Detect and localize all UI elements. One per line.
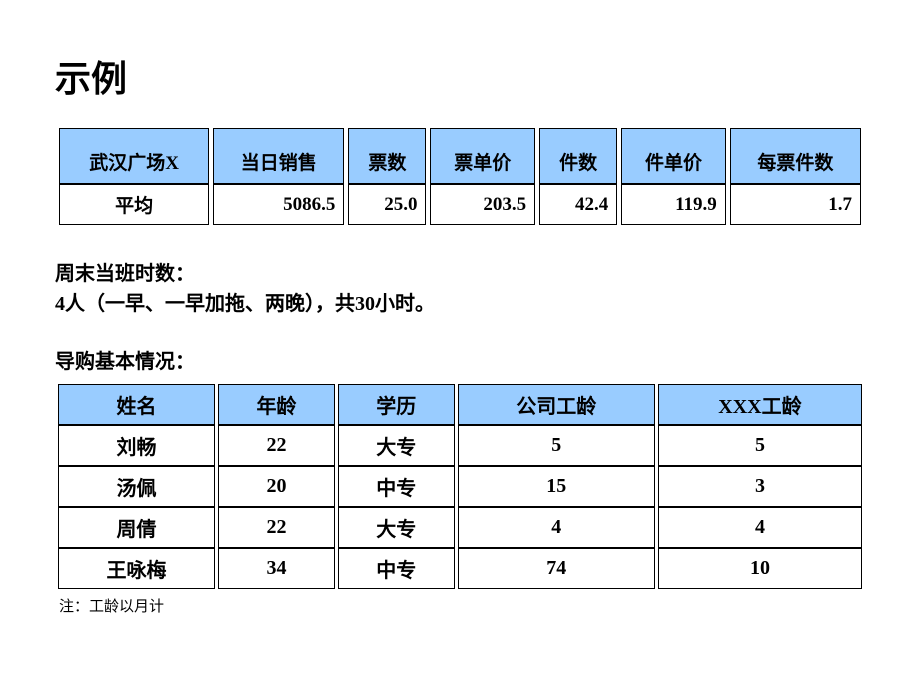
col-ticket-price: 票单价: [430, 128, 535, 184]
cell-value: 22: [218, 507, 335, 548]
col-item-count: 件数: [539, 128, 617, 184]
cell-value: 周倩: [58, 507, 215, 548]
col-item-price: 件单价: [621, 128, 726, 184]
table-row: 平均 5086.5 25.0 203.5 42.4 119.9 1.7: [59, 184, 861, 225]
cell-value: 刘畅: [58, 425, 215, 466]
cell-value: 大专: [338, 425, 455, 466]
table-row: 刘畅22大专55: [58, 425, 862, 466]
cell-value: 中专: [338, 466, 455, 507]
col-xxx-tenure: XXX工龄: [658, 384, 862, 425]
page-title: 示例: [55, 50, 865, 102]
shift-line2: 4人（一早、一早加拖、两晚），共30小时。: [55, 293, 435, 315]
cell-value: 203.5: [430, 184, 535, 225]
cell-value: 119.9: [621, 184, 726, 225]
col-ticket-count: 票数: [348, 128, 426, 184]
guide-heading: 导购基本情况：: [55, 345, 865, 374]
col-store: 武汉广场X: [59, 128, 209, 184]
cell-value: 15: [458, 466, 655, 507]
cell-value: 74: [458, 548, 655, 589]
col-items-per-ticket: 每票件数: [730, 128, 861, 184]
cell-value: 中专: [338, 548, 455, 589]
cell-value: 10: [658, 548, 862, 589]
col-age: 年龄: [218, 384, 335, 425]
col-company-tenure: 公司工龄: [458, 384, 655, 425]
cell-value: 汤佩: [58, 466, 215, 507]
shift-line1: 周末当班时数：: [55, 263, 195, 285]
sales-summary-table: 武汉广场X 当日销售 票数 票单价 件数 件单价 每票件数 平均 5086.5 …: [55, 128, 865, 225]
cell-value: 22: [218, 425, 335, 466]
cell-value: 4: [658, 507, 862, 548]
cell-value: 4: [458, 507, 655, 548]
table-header-row: 武汉广场X 当日销售 票数 票单价 件数 件单价 每票件数: [59, 128, 861, 184]
cell-value: 1.7: [730, 184, 861, 225]
cell-value: 42.4: [539, 184, 617, 225]
cell-value: 5: [458, 425, 655, 466]
table-row: 汤佩20中专153: [58, 466, 862, 507]
row-label: 平均: [59, 184, 209, 225]
table-row: 王咏梅34中专7410: [58, 548, 862, 589]
footnote: 注：工龄以月计: [55, 595, 865, 616]
col-daily-sales: 当日销售: [213, 128, 344, 184]
guide-staff-table: 姓名 年龄 学历 公司工龄 XXX工龄 刘畅22大专55汤佩20中专153周倩2…: [55, 384, 865, 589]
cell-value: 大专: [338, 507, 455, 548]
cell-value: 20: [218, 466, 335, 507]
table-row: 周倩22大专44: [58, 507, 862, 548]
cell-value: 34: [218, 548, 335, 589]
cell-value: 5: [658, 425, 862, 466]
col-education: 学历: [338, 384, 455, 425]
table-header-row: 姓名 年龄 学历 公司工龄 XXX工龄: [58, 384, 862, 425]
cell-value: 王咏梅: [58, 548, 215, 589]
col-name: 姓名: [58, 384, 215, 425]
cell-value: 3: [658, 466, 862, 507]
cell-value: 25.0: [348, 184, 426, 225]
cell-value: 5086.5: [213, 184, 344, 225]
shift-info: 周末当班时数： 4人（一早、一早加拖、两晚），共30小时。: [55, 259, 865, 319]
